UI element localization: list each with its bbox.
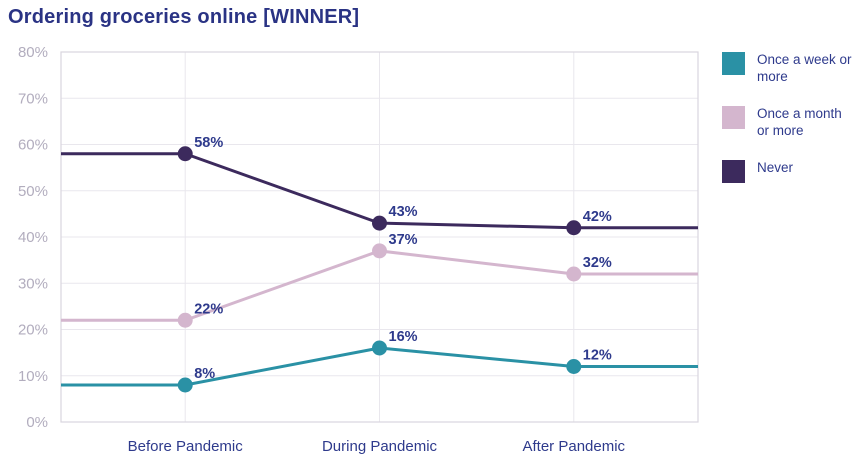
x-axis-category-label: During Pandemic (322, 438, 438, 455)
legend-item-never: Never (722, 160, 854, 183)
data-point-marker-once-a-week-or-more (566, 359, 582, 374)
chart-title: Ordering groceries online [WINNER] (8, 6, 360, 28)
data-point-marker-once-a-month-or-more (372, 243, 387, 259)
legend-item-label: Never (757, 160, 794, 175)
y-axis-tick-label: 60% (18, 137, 48, 154)
y-axis-tick-label: 40% (18, 229, 48, 246)
data-point-marker-once-a-week-or-more (177, 377, 193, 393)
legend-swatch-once-a-week (722, 52, 745, 75)
data-point-label-never: 58% (194, 135, 223, 151)
data-point-label-once-a-month-or-more: 22% (194, 301, 223, 317)
data-point-marker-never (566, 220, 582, 236)
data-point-label-never: 43% (389, 204, 418, 220)
legend-item-once-a-week: Once a week or more (722, 52, 854, 85)
y-axis-tick-label: 30% (18, 275, 48, 292)
data-point-label-never: 42% (583, 209, 612, 225)
data-point-marker-never (372, 215, 387, 231)
line-chart: 8% 16% 12% 22% 37% 32% 58% 43% 42% 0% 10% 20% 30% 40%… (18, 44, 699, 455)
plot-border (60, 51, 699, 423)
y-axis-tick-label: 0% (26, 414, 48, 431)
data-point-label-once-a-week-or-more: 12% (583, 348, 612, 364)
data-point-label-once-a-week-or-more: 8% (194, 366, 215, 382)
y-axis-tick-label: 80% (18, 44, 48, 61)
legend-item-label: Once a month or more (757, 106, 842, 138)
data-point-marker-once-a-week-or-more (372, 340, 387, 356)
legend-item-label: Once a week or more (757, 52, 852, 84)
legend-swatch-never (722, 160, 745, 183)
legend-swatch-once-a-month (722, 106, 745, 129)
y-axis-tick-label: 10% (18, 368, 48, 385)
data-point-marker-once-a-month-or-more (177, 312, 193, 328)
x-axis-category-label: After Pandemic (523, 438, 626, 455)
data-point-label-once-a-week-or-more: 16% (389, 329, 418, 345)
legend: Once a week or more Once a month or more… (722, 52, 854, 204)
data-point-label-once-a-month-or-more: 32% (583, 255, 612, 271)
data-point-label-once-a-month-or-more: 37% (389, 232, 418, 248)
data-point-marker-never (177, 146, 193, 162)
y-axis-tick-label: 50% (18, 183, 48, 200)
legend-item-once-a-month: Once a month or more (722, 106, 854, 139)
y-axis-tick-label: 20% (18, 322, 48, 339)
data-point-marker-once-a-month-or-more (566, 266, 582, 282)
y-axis-tick-label: 70% (18, 90, 48, 107)
x-axis-category-label: Before Pandemic (128, 438, 244, 455)
